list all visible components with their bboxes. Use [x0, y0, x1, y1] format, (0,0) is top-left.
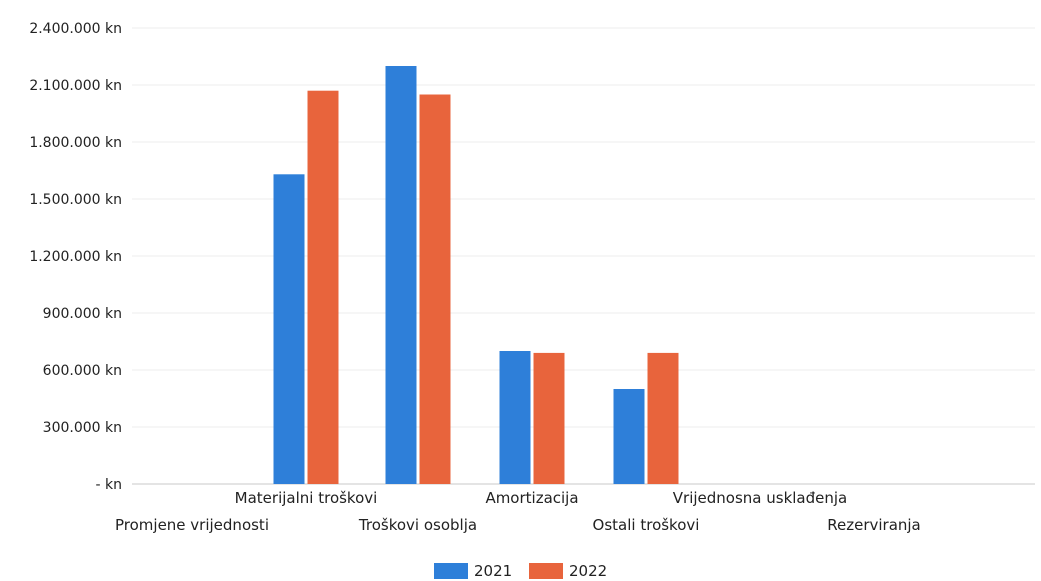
bar-2021-2: [385, 66, 417, 484]
bar-2021-3: [499, 351, 531, 484]
y-tick-label: 2.400.000 kn: [29, 21, 122, 37]
y-tick-label: 1.200.000 kn: [29, 249, 122, 265]
bar-2022-3: [533, 352, 565, 484]
category-label: Amortizacija: [485, 489, 578, 507]
legend-swatch-2022: [529, 563, 563, 579]
category-label: Materijalni troškovi: [235, 489, 378, 507]
bars: [273, 66, 679, 485]
bar-2021-1: [273, 174, 305, 485]
grid-layer: [132, 27, 1035, 485]
legend: 2021 2022: [434, 562, 607, 580]
y-tick-label: 300.000 kn: [43, 420, 122, 436]
y-tick-label: 2.100.000 kn: [29, 78, 122, 94]
y-tick-label: 600.000 kn: [43, 363, 122, 379]
y-tick-label: - kn: [96, 477, 122, 493]
legend-label-2021: 2021: [474, 562, 512, 580]
bar-2022-2: [419, 94, 451, 484]
bar-2022-4: [647, 352, 679, 484]
bar-2022-1: [307, 90, 339, 484]
category-label: Rezerviranja: [827, 516, 921, 534]
x-axis-category-labels: Promjene vrijednosti Materijalni troškovi…: [115, 489, 921, 534]
y-axis-tick-labels: - kn 300.000 kn 600.000 kn 900.000 kn 1.200.…: [29, 21, 122, 493]
legend-label-2022: 2022: [569, 562, 607, 580]
y-tick-label: 1.500.000 kn: [29, 192, 122, 208]
category-label: Troškovi osoblja: [358, 516, 477, 534]
y-tick-label: 900.000 kn: [43, 306, 122, 322]
category-label: Vrijednosna usklađenja: [673, 489, 847, 507]
y-tick-label: 1.800.000 kn: [29, 135, 122, 151]
category-label: Promjene vrijednosti: [115, 516, 269, 534]
bar-2021-4: [613, 389, 645, 484]
legend-swatch-2021: [434, 563, 468, 579]
category-label: Ostali troškovi: [593, 516, 700, 534]
